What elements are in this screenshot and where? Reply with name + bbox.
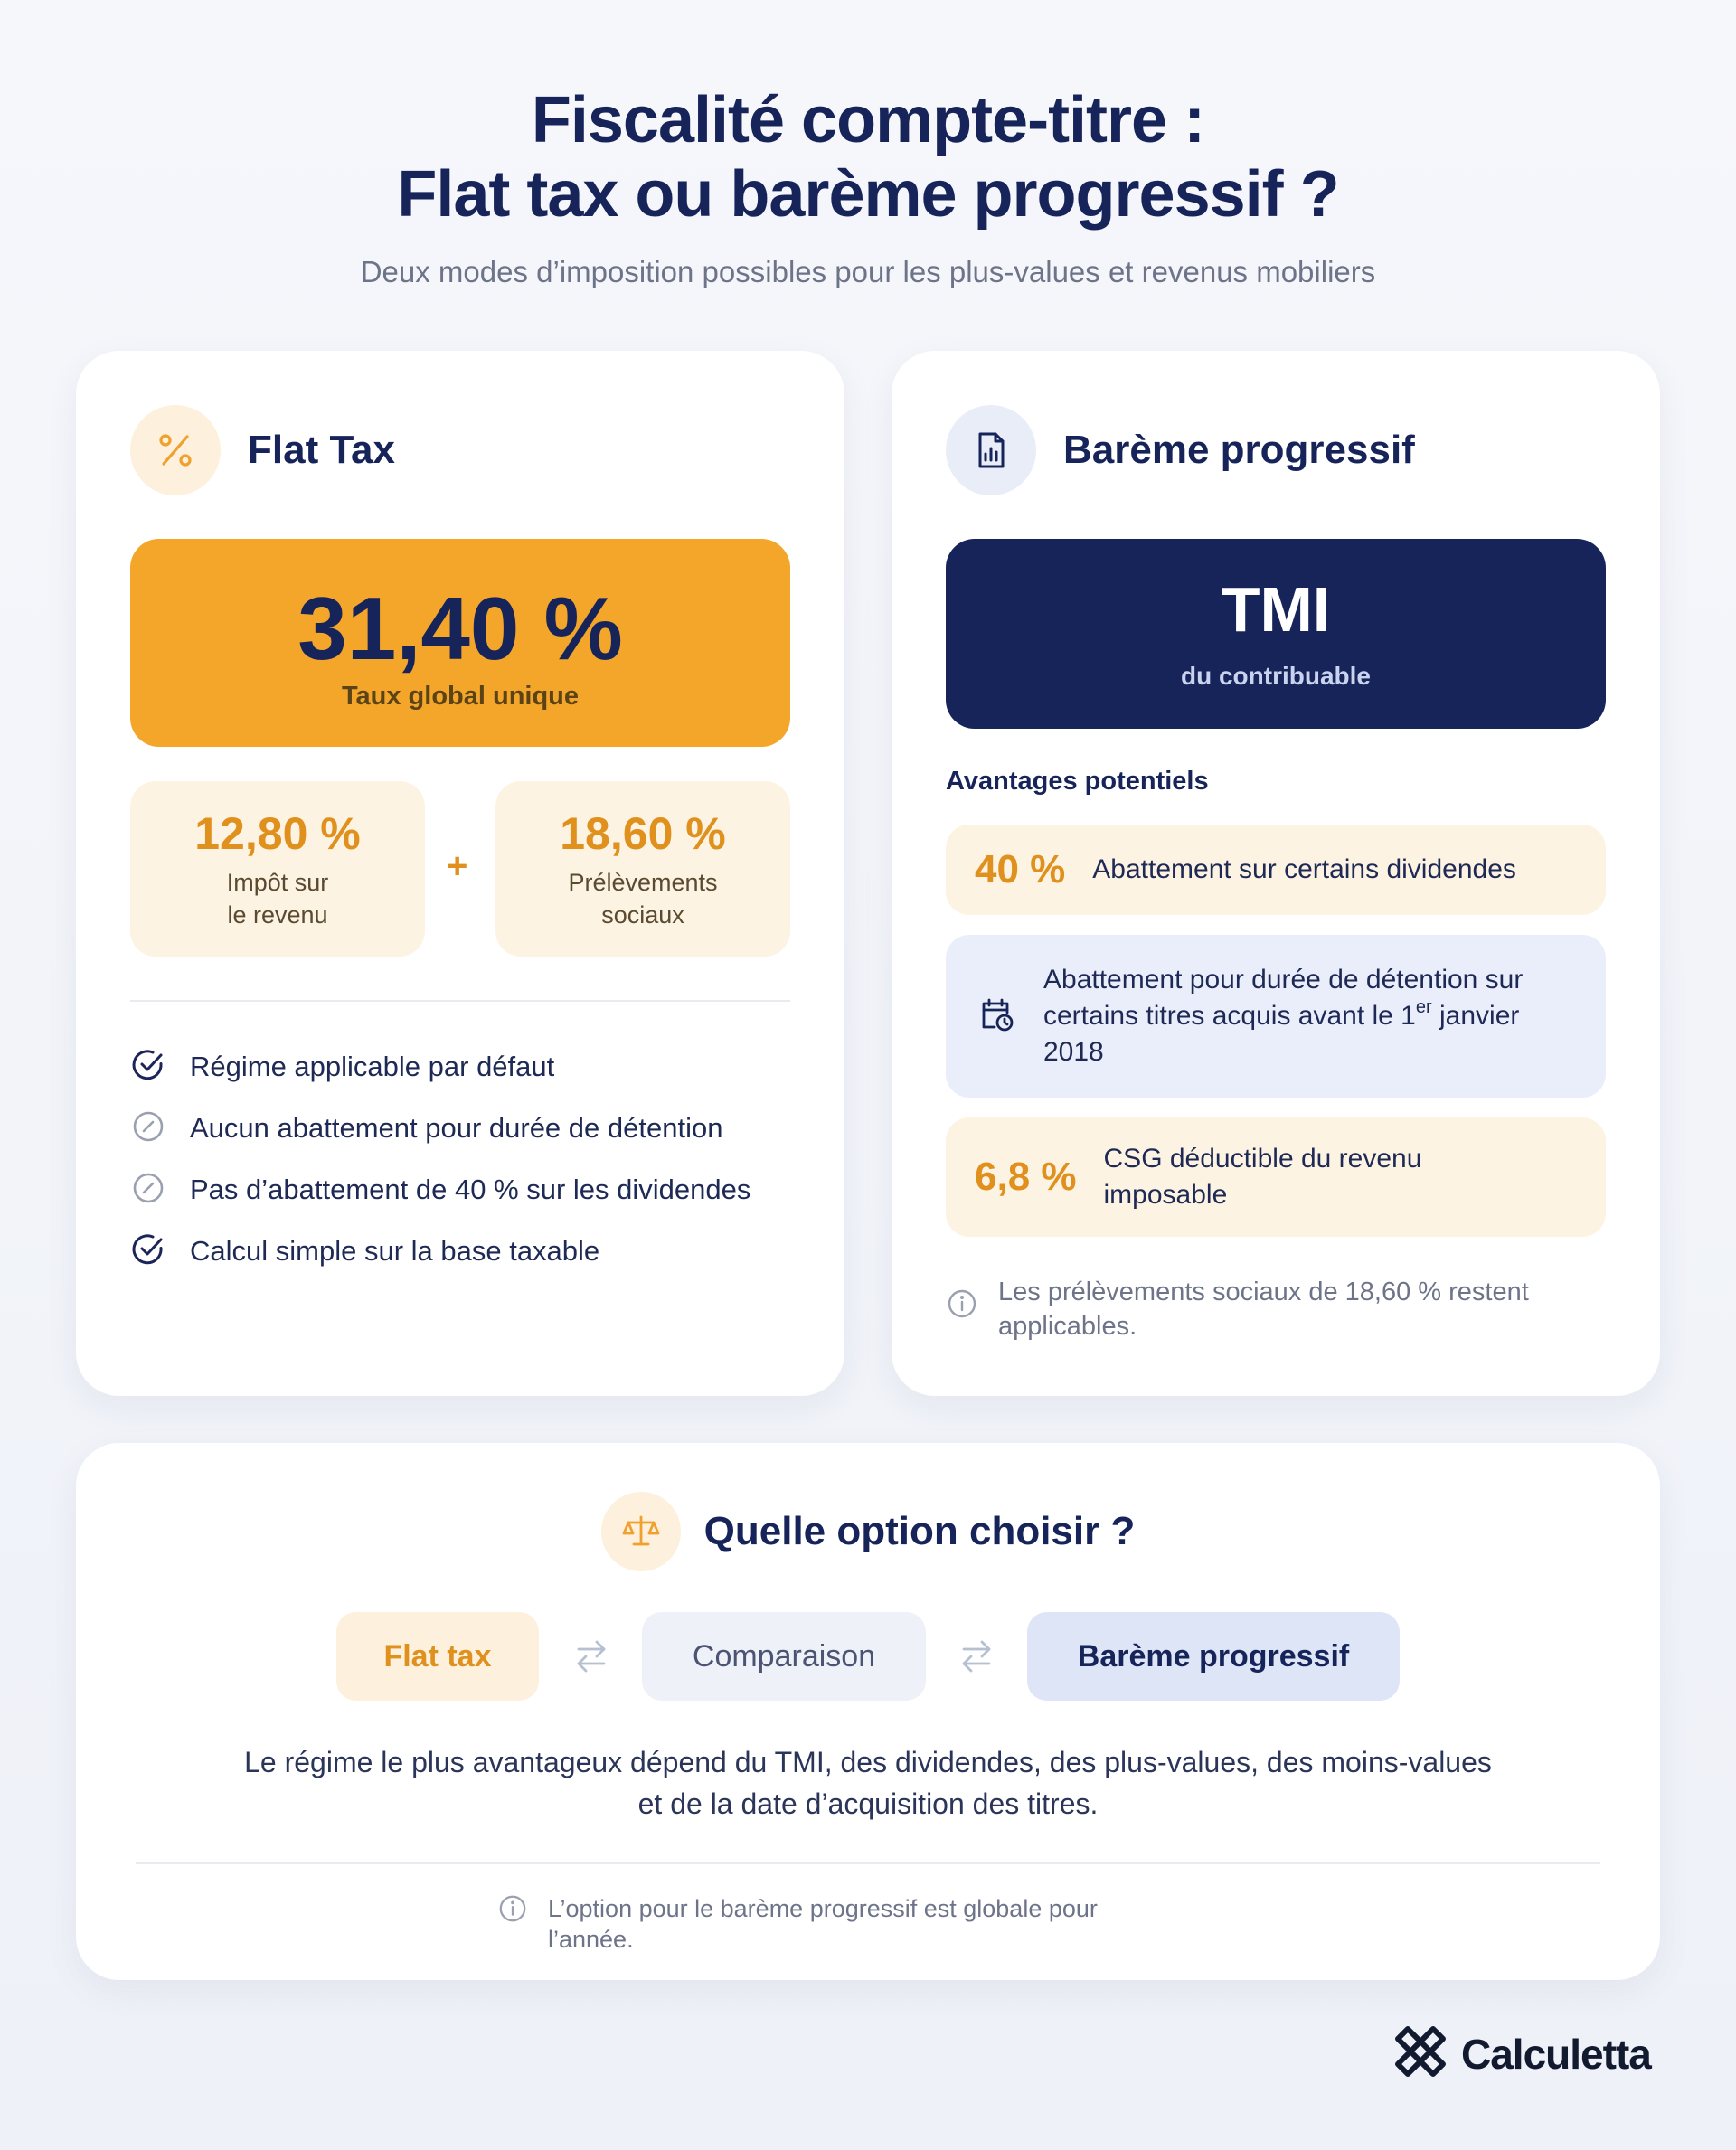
global-rate-label: Taux global unique (341, 682, 580, 711)
info-icon (946, 1287, 978, 1325)
bareme-header: Barème progressif (946, 405, 1415, 495)
divider (130, 1000, 790, 1002)
list-item: Calcul simple sur la base taxable (130, 1221, 799, 1282)
global-rate-value: 31,40 % (297, 579, 623, 678)
info-icon (497, 1893, 528, 1928)
advantage-item: 6,8 % CSG déductible du revenu imposable (946, 1117, 1606, 1237)
flat-tax-pill: Flat tax (336, 1612, 539, 1701)
header: Fiscalité compte-titre : Flat tax ou bar… (0, 83, 1736, 289)
social-levies-label: Prélèvements sociaux (495, 866, 790, 931)
superscript: er (1415, 997, 1432, 1017)
note-text: L’option pour le barème progressif est g… (548, 1895, 1098, 1953)
flat-tax-title: Flat Tax (248, 428, 396, 472)
bareme-card: Barème progressif TMI du contribuable Av… (892, 351, 1660, 1396)
tmi-box: TMI du contribuable (946, 539, 1606, 729)
social-levies-label-line2: sociaux (601, 901, 684, 929)
feature-text: Calcul simple sur la base taxable (190, 1235, 600, 1267)
choice-card: Quelle option choisir ? Flat tax Compara… (76, 1443, 1660, 1980)
flat-tax-header: Flat Tax (130, 405, 395, 495)
brand-name: Calculetta (1461, 2030, 1652, 2078)
note-text: Les prélèvements sociaux de 18,60 % rest… (998, 1278, 1529, 1341)
list-item: Pas d’abattement de 40 % sur les dividen… (130, 1159, 799, 1221)
comparison-pill: Comparaison (642, 1612, 926, 1701)
advantage-percent: 40 % (975, 847, 1066, 891)
choice-header: Quelle option choisir ? (76, 1492, 1660, 1571)
percent-icon (130, 405, 221, 495)
document-chart-icon (946, 405, 1036, 495)
social-levies-label-line1: Prélèvements (568, 869, 718, 896)
choice-text: Le régime le plus avantageux dépend du T… (244, 1746, 1492, 1820)
bareme-note: Les prélèvements sociaux de 18,60 % rest… (946, 1275, 1579, 1344)
income-tax-label-line2: le revenu (227, 901, 328, 929)
check-circle-icon (130, 1047, 166, 1088)
tmi-value: TMI (1221, 574, 1331, 645)
brand-logo: Calculetta (1394, 2025, 1652, 2082)
bareme-title: Barème progressif (1063, 428, 1415, 472)
global-rate-box: 31,40 % Taux global unique (130, 539, 790, 747)
social-levies-value: 18,60 % (560, 808, 726, 859)
bareme-pill: Barème progressif (1027, 1612, 1400, 1701)
advantage-item: 40 % Abattement sur certains dividendes (946, 825, 1606, 915)
income-tax-label: Impôt sur le revenu (130, 866, 425, 931)
swap-arrows-icon (571, 1636, 611, 1681)
income-tax-label-line1: Impôt sur (226, 869, 329, 896)
page-subtitle: Deux modes d’imposition possibles pour l… (360, 255, 1376, 288)
scale-icon (600, 1492, 681, 1571)
plus-sign: + (447, 846, 468, 886)
choice-title: Quelle option choisir ? (703, 1509, 1136, 1553)
list-item: Aucun abattement pour durée de détention (130, 1098, 799, 1159)
divider (136, 1862, 1600, 1864)
choice-note: L’option pour le barème progressif est g… (497, 1893, 1184, 1955)
advantage-text: Abattement sur certains dividendes (1092, 854, 1516, 884)
social-levies-box: 18,60 % Prélèvements sociaux (495, 781, 790, 957)
advantage-percent: 6,8 % (975, 1155, 1077, 1199)
advantage-text-part: Abattement pour durée de détention sur c… (1043, 965, 1524, 1031)
feature-text: Aucun abattement pour durée de détention (190, 1112, 723, 1144)
page-title: Fiscalité compte-titre : Flat tax ou bar… (0, 83, 1736, 231)
calculetta-logo-icon (1394, 2025, 1447, 2082)
slash-circle-icon (130, 1170, 166, 1211)
advantage-text: Abattement pour durée de détention sur c… (1043, 962, 1586, 1070)
feature-text: Pas d’abattement de 40 % sur les dividen… (190, 1174, 751, 1205)
flat-tax-features: Régime applicable par défaut Aucun abatt… (130, 1036, 799, 1282)
income-tax-box: 12,80 % Impôt sur le revenu (130, 781, 425, 957)
advantages-heading: Avantages potentiels (946, 767, 1209, 796)
advantage-item: Abattement pour durée de détention sur c… (946, 935, 1606, 1098)
title-line-1: Fiscalité compte-titre : (531, 84, 1205, 156)
swap-arrows-icon (957, 1636, 996, 1681)
title-line-2: Flat tax ou barème progressif ? (397, 158, 1339, 231)
tmi-label: du contribuable (1181, 662, 1371, 690)
list-item: Régime applicable par défaut (130, 1036, 799, 1098)
income-tax-value: 12,80 % (194, 808, 361, 859)
advantage-text-part: janvier 2018 (1043, 1001, 1520, 1067)
slash-circle-icon (130, 1108, 166, 1149)
advantage-text: CSG déductible du revenu imposable (1103, 1144, 1422, 1210)
flat-tax-card: Flat Tax 31,40 % Taux global unique 12,8… (76, 351, 844, 1396)
calendar-clock-icon (976, 995, 1016, 1039)
check-circle-icon (130, 1231, 166, 1272)
feature-text: Régime applicable par défaut (190, 1051, 555, 1082)
